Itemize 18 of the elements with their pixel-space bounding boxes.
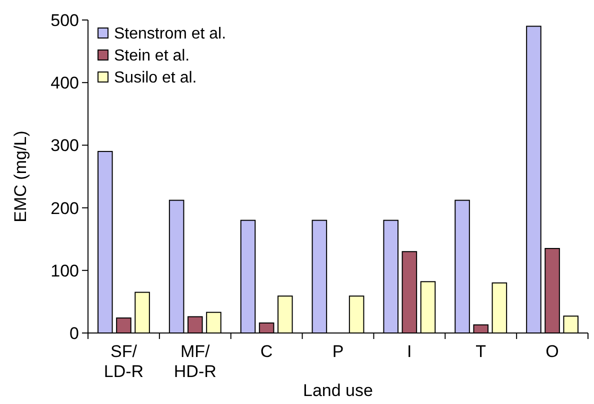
x-axis-title: Land use: [303, 381, 373, 400]
y-tick-label: 100: [50, 261, 79, 280]
y-tick-label: 500: [50, 10, 79, 30]
y-tick-label: 300: [50, 136, 79, 156]
legend-label: Stein et al.: [114, 48, 190, 65]
x-tick-label: C: [260, 342, 273, 361]
x-tick-label: P: [332, 342, 344, 361]
x-tick-label: I: [407, 342, 412, 361]
x-tick-label: T: [476, 342, 486, 361]
x-tick-label: SF/ LD-R: [104, 342, 144, 381]
y-axis-title: EMC (mg/L): [11, 130, 30, 222]
y-tick-label: 200: [50, 198, 79, 218]
legend-label: Susilo et al.: [114, 70, 197, 87]
x-tick-label: O: [546, 342, 559, 361]
y-tick-label: 400: [50, 74, 79, 93]
y-tick-label: 0: [70, 324, 79, 343]
legend-label: Stenstrom et al.: [114, 26, 226, 43]
x-tick-label: MF/ HD-R: [174, 342, 216, 381]
